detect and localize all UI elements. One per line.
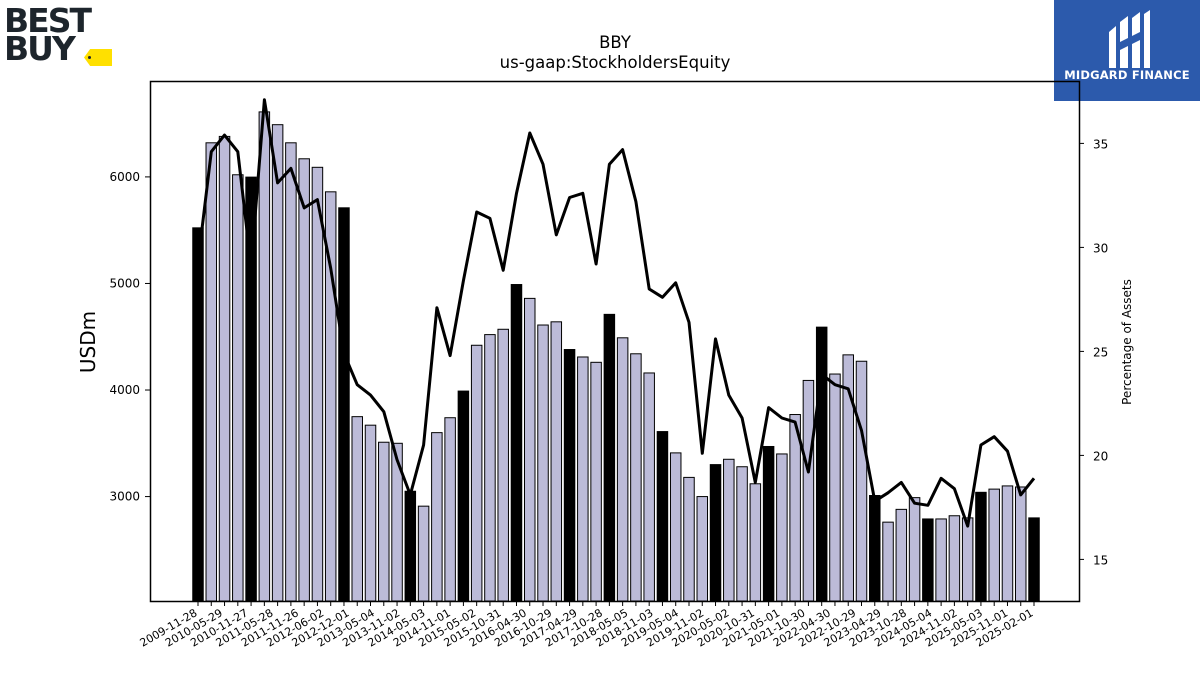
y-tick-label: 3000 [109, 490, 140, 504]
quarterly-equity-bar [749, 483, 762, 602]
quarterly-equity-bar [232, 174, 244, 602]
annual-equity-bar [922, 518, 934, 602]
annual-equity-bar [709, 464, 722, 602]
quarterly-equity-bar [736, 466, 748, 602]
annual-equity-bar [338, 207, 350, 602]
y-tick-label: 6000 [109, 170, 140, 184]
annual-equity-bar [656, 431, 669, 602]
quarterly-equity-bar [789, 414, 801, 602]
quarterly-equity-bar [988, 488, 1000, 602]
quarterly-equity-bar [431, 432, 443, 602]
y-tick-label: 4000 [109, 383, 140, 397]
annual-equity-bar [457, 390, 470, 602]
quarterly-equity-bar [882, 521, 894, 602]
y-right-tick-label: 30 [1093, 241, 1108, 255]
quarterly-equity-bar [417, 505, 430, 602]
annual-equity-bar [563, 349, 576, 602]
quarterly-equity-bar [470, 344, 483, 602]
midgard-emblem-icon [1109, 10, 1150, 68]
quarterly-equity-bar [1001, 485, 1014, 602]
annual-equity-bar [975, 491, 987, 602]
y-right-tick-label: 15 [1093, 553, 1108, 567]
quarterly-equity-bar [630, 353, 642, 602]
chart-subtitle: us-gaap:StockholdersEquity [500, 53, 731, 72]
left-axis: 3000 4000 5000 6000 [109, 170, 150, 504]
quarterly-equity-bar [218, 135, 231, 602]
annual-equity-bar [815, 326, 828, 602]
annual-equity-bar [404, 490, 417, 602]
y-right-tick-label: 35 [1093, 137, 1108, 151]
quarterly-equity-bar [616, 337, 629, 602]
quarterly-equity-bar [643, 372, 655, 602]
quarterly-equity-bar [550, 321, 563, 602]
y-axis-label-right: Percentage of Assets [1120, 279, 1134, 405]
y-right-tick-label: 20 [1093, 449, 1108, 463]
quarterly-equity-bar [271, 124, 284, 602]
quarterly-equity-bar [444, 417, 456, 602]
quarterly-equity-bar [683, 476, 695, 602]
annual-equity-bar [1028, 517, 1040, 602]
quarterly-equity-bar [802, 379, 815, 602]
annual-equity-bar [762, 445, 775, 602]
quarterly-equity-bar [484, 334, 496, 602]
quarterly-equity-bar [285, 142, 297, 602]
quarterly-equity-bar [298, 158, 310, 602]
quarterly-equity-bar [895, 508, 908, 602]
price-tag-icon [84, 49, 112, 66]
right-axis: 15 20 25 30 35 [1079, 137, 1108, 567]
quarterly-equity-bar [351, 416, 363, 602]
midgard-finance-logo: MIDGARD FINANCE [1054, 0, 1200, 101]
quarterly-equity-bar [497, 328, 509, 602]
quarterly-equity-bar [948, 515, 961, 602]
quarterly-equity-bar [378, 441, 390, 602]
quarterly-equity-bar [205, 142, 218, 602]
quarterly-equity-bar [908, 497, 921, 602]
y-tick-label: 5000 [109, 276, 140, 290]
quarterly-equity-bar [776, 453, 788, 602]
quarterly-equity-bar [258, 111, 271, 602]
annual-equity-bar [192, 227, 204, 602]
quarterly-equity-bar [696, 496, 709, 602]
quarterly-equity-bar [311, 166, 324, 602]
quarterly-equity-bar [364, 424, 377, 602]
quarterly-equity-bar [935, 518, 947, 602]
annual-equity-bar [510, 284, 523, 602]
quarterly-equity-bar [961, 517, 974, 602]
best-buy-logo: BEST BUY [4, 4, 114, 70]
quarterly-equity-bar [537, 324, 549, 602]
quarterly-equity-bar [855, 360, 868, 602]
midgard-finance-wordmark: MIDGARD FINANCE [1064, 68, 1190, 82]
chart-title: BBY [599, 33, 632, 52]
quarterly-equity-bar [590, 361, 602, 602]
y-right-tick-label: 25 [1093, 345, 1108, 359]
quarterly-equity-bar [829, 373, 841, 602]
y-axis-label-left: USDm [76, 311, 100, 373]
quarterly-equity-bar [723, 458, 735, 602]
annual-equity-bar [869, 495, 881, 602]
annual-equity-bar [603, 313, 616, 602]
quarterly-equity-bar [1014, 486, 1027, 602]
x-axis: 2009-11-282010-05-292010-11-272011-05-28… [138, 601, 1036, 650]
percentage-of-assets-line [196, 98, 1036, 528]
bars-group [192, 111, 1040, 602]
quarterly-equity-bar [524, 297, 536, 602]
best-buy-logo-word-buy: BUY [4, 29, 76, 68]
best-buy-logo-word-best: BEST [4, 1, 92, 40]
quarterly-equity-bar [577, 356, 589, 602]
price-tag-hole-icon [88, 56, 91, 59]
plot-frame [149, 80, 1081, 603]
quarterly-equity-bar [669, 452, 682, 602]
